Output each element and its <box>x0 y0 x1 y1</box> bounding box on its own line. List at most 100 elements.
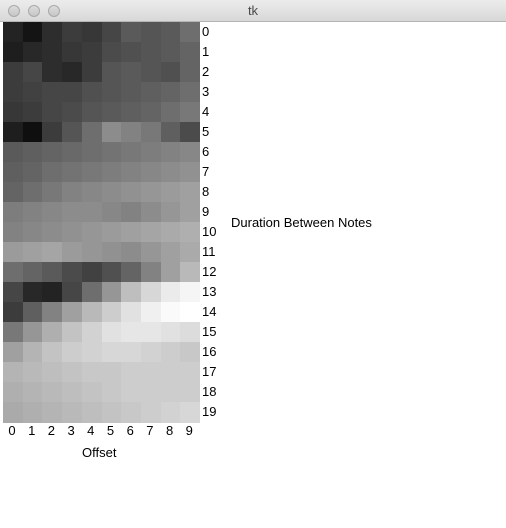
heatmap-cell <box>22 202 43 223</box>
heatmap-cell <box>121 242 142 263</box>
x-tick-label: 2 <box>47 423 55 438</box>
close-window-button[interactable] <box>8 5 20 17</box>
x-tick-label: 5 <box>106 423 115 438</box>
heatmap-cell <box>22 382 43 403</box>
minimize-window-button[interactable] <box>28 5 40 17</box>
heatmap-cell <box>62 102 83 123</box>
heatmap-cell <box>3 142 24 163</box>
heatmap-cell <box>101 362 122 383</box>
heatmap-cell <box>81 162 102 183</box>
heatmap-cell <box>121 122 142 143</box>
heatmap-cell <box>3 342 24 363</box>
heatmap-cell <box>160 262 181 283</box>
heatmap-cell <box>42 162 63 183</box>
heatmap-cell <box>160 82 181 103</box>
window-titlebar[interactable]: tk <box>0 0 506 22</box>
heatmap-cell <box>62 142 83 163</box>
heatmap-cell <box>140 162 162 183</box>
heatmap-cell <box>140 42 162 63</box>
heatmap-cell <box>140 222 162 243</box>
y-tick-label: 14 <box>202 304 217 319</box>
heatmap-cell <box>3 62 24 83</box>
heatmap-cell <box>81 102 102 123</box>
heatmap-cell <box>160 22 181 43</box>
heatmap-cell <box>140 322 162 343</box>
y-tick-label: 18 <box>202 384 217 399</box>
heatmap-cell <box>121 202 142 223</box>
heatmap-cell <box>22 222 43 243</box>
heatmap-cell <box>121 302 142 323</box>
heatmap-cell <box>62 282 83 303</box>
heatmap-cell <box>3 82 24 103</box>
heatmap-cell <box>81 402 102 423</box>
heatmap-cell <box>121 362 142 383</box>
heatmap-cell <box>22 82 43 103</box>
x-tick-label: 1 <box>28 423 36 438</box>
heatmap-cell <box>101 342 122 363</box>
heatmap-cell <box>121 382 142 403</box>
heatmap-cell <box>101 282 122 303</box>
heatmap-cell <box>62 402 83 423</box>
heatmap-cell <box>160 362 181 383</box>
heatmap-cell <box>101 122 122 143</box>
heatmap-cell <box>81 82 102 103</box>
heatmap-cell <box>42 102 63 123</box>
heatmap-cell <box>121 182 142 203</box>
heatmap-cell <box>22 362 43 383</box>
heatmap-cell <box>121 62 142 83</box>
heatmap-cell <box>81 222 102 243</box>
heatmap-cell <box>42 402 63 423</box>
heatmap-cell <box>101 82 122 103</box>
heatmap-cell <box>101 322 122 343</box>
heatmap-cell <box>101 142 122 163</box>
heatmap-cell <box>140 362 162 383</box>
x-tick-label: 3 <box>67 423 75 438</box>
y-tick-label: 1 <box>202 44 210 59</box>
heatmap-cell <box>160 142 181 163</box>
heatmap-cell <box>22 262 43 283</box>
heatmap-cell <box>3 302 24 323</box>
heatmap-cell <box>42 22 63 43</box>
heatmap-cell <box>22 402 43 423</box>
heatmap-cell <box>62 342 83 363</box>
y-tick-label: 11 <box>202 244 216 259</box>
heatmap-cell <box>121 22 142 43</box>
heatmap-cell <box>180 142 201 163</box>
window-title: tk <box>247 3 259 18</box>
heatmap-cell <box>62 22 83 43</box>
heatmap-cell <box>42 382 63 403</box>
y-tick-label: 9 <box>202 204 210 219</box>
heatmap-cell <box>160 182 181 203</box>
heatmap-cell <box>3 222 24 243</box>
y-tick-label: 19 <box>202 404 217 419</box>
heatmap-cell <box>3 362 24 383</box>
heatmap-cell <box>3 322 24 343</box>
y-tick-label: 6 <box>202 144 210 159</box>
y-tick-label: 0 <box>202 24 210 39</box>
heatmap-cell <box>180 62 201 83</box>
heatmap-cell <box>62 362 83 383</box>
heatmap-cell <box>62 322 83 343</box>
x-tick-label: 7 <box>146 423 154 438</box>
heatmap-cell <box>180 182 201 203</box>
heatmap-cell <box>22 42 43 63</box>
heatmap-cell <box>180 282 201 303</box>
heatmap-cell <box>180 82 201 103</box>
zoom-window-button[interactable] <box>48 5 60 17</box>
heatmap-cell <box>121 342 142 363</box>
heatmap-cell <box>42 62 63 83</box>
x-tick-label: 0 <box>8 423 16 438</box>
heatmap-cell <box>81 182 102 203</box>
heatmap-cell <box>180 102 201 123</box>
heatmap-cell <box>121 102 142 123</box>
heatmap-cell <box>22 122 43 143</box>
y-tick-label: 2 <box>202 64 210 79</box>
y-tick-label: 17 <box>202 364 217 379</box>
heatmap-cell <box>42 202 63 223</box>
heatmap-cell <box>81 242 102 263</box>
heatmap-cell <box>81 22 102 43</box>
heatmap-cell <box>3 202 24 223</box>
heatmap-cell <box>180 222 201 243</box>
y-tick-label: 5 <box>202 124 210 139</box>
heatmap-cell <box>160 282 181 303</box>
